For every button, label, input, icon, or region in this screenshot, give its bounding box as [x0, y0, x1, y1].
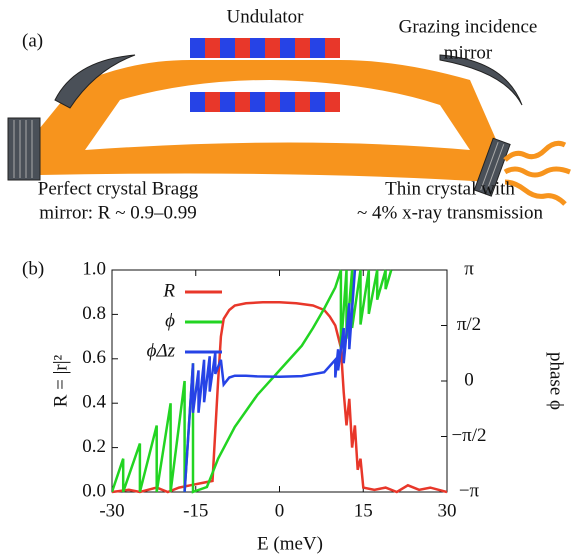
x-tick-label: 0 [275, 500, 285, 521]
magnet [325, 92, 340, 112]
y2-tick-label: 0 [464, 369, 474, 390]
x-tick-label: 30 [438, 500, 457, 521]
magnet [205, 92, 220, 112]
magnet [295, 92, 310, 112]
x-tick-label: -15 [183, 500, 208, 521]
thin-crystal [473, 137, 511, 197]
magnet [250, 38, 265, 58]
x-tick-label: 15 [354, 500, 373, 521]
crystal-label: ~ 4% x-ray transmission [357, 202, 544, 223]
bragg-label: Perfect crystal Bragg [38, 178, 199, 199]
y-axis-label: R = |r|² [50, 354, 71, 407]
y-tick-label: 0.6 [82, 347, 106, 368]
panel-label: (a) [22, 30, 43, 51]
y-tick-label: 1.0 [82, 258, 106, 279]
bragg-crystal [7, 117, 41, 181]
magnet [190, 38, 205, 58]
magnet [220, 92, 235, 112]
legend-label: ϕΔz [147, 340, 176, 361]
magnet [325, 38, 340, 58]
magnet [280, 38, 295, 58]
magnet [235, 92, 250, 112]
mirror-label: Grazing incidence [399, 16, 538, 37]
legend-label: R [162, 280, 175, 301]
x-axis-label: E (meV) [257, 533, 323, 554]
magnet [295, 38, 310, 58]
mirror [54, 54, 136, 109]
magnet [310, 38, 325, 58]
beam-gap [190, 88, 340, 92]
panel-a: (a) Undulator Grazing incidence mirror P… [7, 6, 571, 223]
y2-tick-label: π [464, 258, 474, 279]
y2-tick-label: π/2 [457, 314, 481, 335]
magnet [250, 92, 265, 112]
y-tick-label: 0.0 [82, 480, 106, 501]
magnet [310, 92, 325, 112]
y-tick-label: 0.4 [82, 392, 106, 413]
y2-tick-label: −π/2 [451, 425, 486, 446]
legend-label: ϕ [165, 310, 175, 331]
mirror-label: mirror [444, 42, 493, 63]
magnet [265, 92, 280, 112]
bragg-label: mirror: R ~ 0.9–0.99 [39, 202, 197, 223]
mirror [439, 54, 523, 106]
magnet [220, 38, 235, 58]
y-tick-label: 0.8 [82, 303, 106, 324]
y-tick-label: 0.2 [82, 436, 106, 457]
x-tick-label: -30 [99, 500, 124, 521]
y2-axis-label: phase ϕ [546, 352, 567, 410]
undulator [190, 38, 340, 112]
crystal-label: Thin crystal with [385, 178, 515, 199]
magnet [205, 38, 220, 58]
series-line [183, 270, 357, 492]
magnet [190, 92, 205, 112]
magnet [280, 92, 295, 112]
beam-gap [85, 80, 470, 150]
y2-tick-label: −π [459, 480, 480, 501]
undulator-label: Undulator [226, 6, 304, 27]
panel-b: (b) E (meV) R = |r|² phase ϕ -30 -15 0 15 30… [22, 258, 567, 554]
magnet [265, 38, 280, 58]
panel-label: (b) [22, 258, 44, 279]
output-wave [503, 140, 571, 206]
magnet [235, 38, 250, 58]
